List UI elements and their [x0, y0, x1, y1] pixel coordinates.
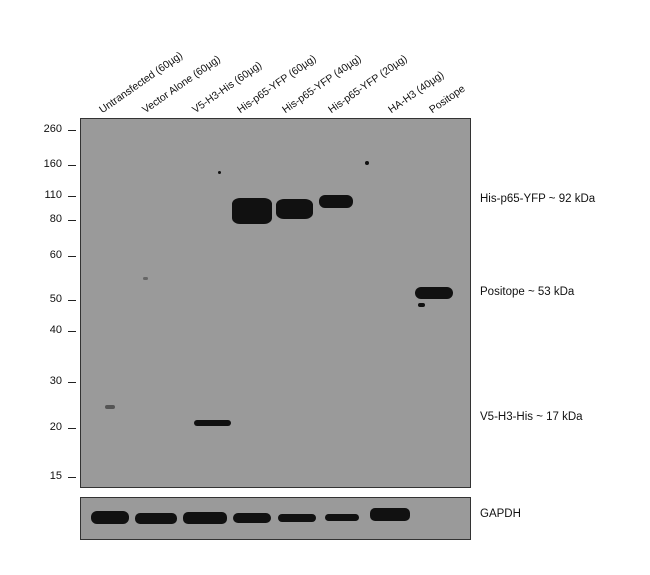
- marker-60: 60: [49, 249, 62, 261]
- gapdh-band-untransfected: [91, 511, 129, 524]
- gapdh-band-ha-h3: [370, 508, 410, 521]
- marker-tick-110: [68, 196, 76, 197]
- marker-tick-40: [68, 331, 76, 332]
- spot-vector-faint: [143, 277, 148, 280]
- marker-tick-260: [68, 130, 76, 131]
- annotation-v5-h3-his: V5-H3-His ~ 17 kDa: [480, 411, 583, 423]
- gapdh-band-vector-alone: [135, 513, 177, 524]
- annotation-gapdh: GAPDH: [480, 508, 521, 520]
- marker-30: 30: [49, 375, 62, 387]
- annotation-positope: Positope ~ 53 kDa: [480, 286, 575, 298]
- band-positope-lower: [418, 303, 425, 307]
- band-his-p65-yfp-20: [319, 195, 353, 208]
- gapdh-band-v5-h3-his: [183, 512, 227, 524]
- band-his-p65-yfp-40: [276, 199, 313, 219]
- lane-label-his-p65-yfp-60: His-p65-YFP (60µg): [235, 52, 319, 116]
- marker-tick-60: [68, 256, 76, 257]
- spot-lane3-dot: [218, 171, 221, 174]
- annotation-his-p65-yfp: His-p65-YFP ~ 92 kDa: [480, 193, 596, 205]
- marker-tick-50: [68, 300, 76, 301]
- marker-tick-15: [68, 477, 76, 478]
- marker-260: 260: [43, 123, 62, 135]
- marker-20: 20: [49, 421, 62, 433]
- lane-label-his-p65-yfp-40: His-p65-YFP (40µg): [280, 52, 364, 116]
- gapdh-band-his-p65-yfp-20: [325, 514, 359, 521]
- western-blot-membrane: [80, 118, 471, 488]
- marker-110: 110: [44, 189, 62, 201]
- marker-160: 160: [43, 158, 62, 170]
- marker-tick-80: [68, 220, 76, 221]
- spot-lane6-dot: [365, 161, 369, 165]
- gapdh-band-his-p65-yfp-40: [278, 514, 316, 522]
- marker-tick-160: [68, 165, 76, 166]
- band-his-p65-yfp-60: [232, 198, 272, 224]
- marker-80: 80: [49, 213, 62, 225]
- marker-50: 50: [49, 293, 62, 305]
- gapdh-band-his-p65-yfp-60: [233, 513, 271, 523]
- marker-15: 15: [49, 470, 62, 482]
- band-positope: [415, 287, 453, 299]
- gapdh-membrane: [80, 497, 471, 540]
- marker-tick-20: [68, 428, 76, 429]
- spot-untransfected-faint: [105, 405, 115, 409]
- band-v5-h3-his: [194, 420, 231, 426]
- marker-tick-30: [68, 382, 76, 383]
- marker-40: 40: [49, 324, 62, 336]
